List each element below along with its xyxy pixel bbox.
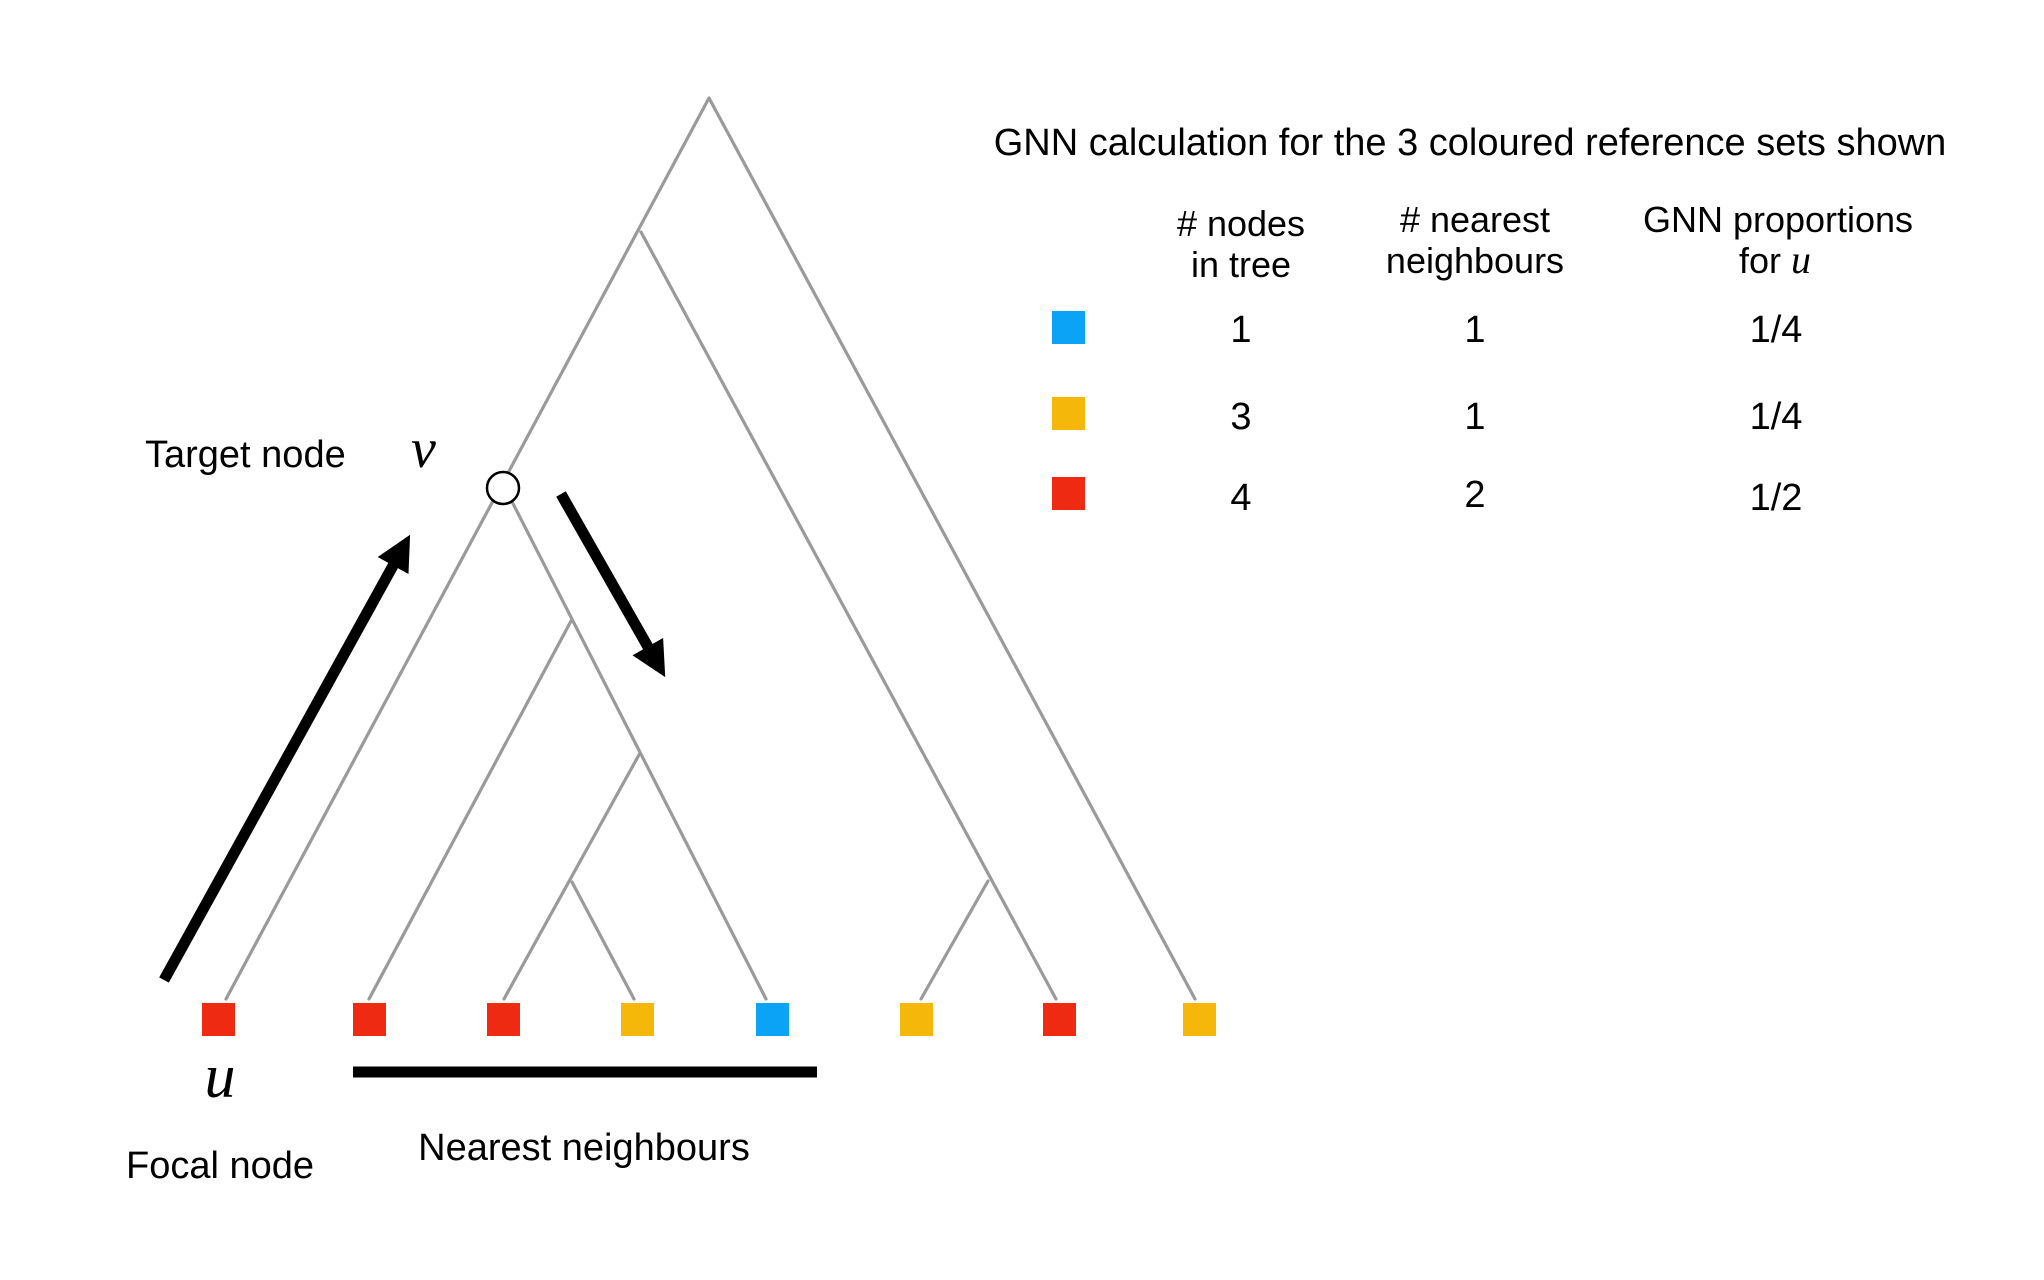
branch-n6-left — [919, 879, 990, 1001]
header-nodes-line2: in tree — [1191, 244, 1291, 285]
leaf-square — [353, 1003, 386, 1036]
row-swatch — [1052, 311, 1085, 344]
leaf-square — [756, 1003, 789, 1036]
branch-root-left — [224, 96, 711, 1001]
leaf-square — [487, 1003, 520, 1036]
leaf-square — [202, 1003, 235, 1036]
nearest-neighbours-label: Nearest neighbours — [418, 1127, 750, 1169]
branch-n5-right — [570, 880, 636, 1001]
cell-nearest-neighbours: 2 — [1464, 474, 1485, 516]
header-nodes-line1: # nodes — [1177, 203, 1305, 244]
header-gnn-symbol: u — [1791, 237, 1811, 282]
cell-gnn-proportion: 1/4 — [1750, 309, 1803, 351]
focal-node-symbol: u — [205, 1043, 236, 1111]
leaf-square — [1183, 1003, 1216, 1036]
branch-n1-right — [639, 230, 1058, 1001]
cell-nodes-in-tree: 1 — [1230, 309, 1251, 351]
branch-n3-left — [367, 619, 573, 1001]
header-gnn-line2: for — [1739, 240, 1781, 281]
cell-nodes-in-tree: 3 — [1230, 396, 1251, 438]
leaf-square — [621, 1003, 654, 1036]
target-node-symbol: v — [411, 418, 436, 480]
header-nearest-line1: # nearest — [1400, 199, 1550, 240]
cell-nodes-in-tree: 4 — [1230, 477, 1251, 519]
target-node-circle — [485, 470, 521, 506]
row-swatch — [1052, 477, 1085, 510]
leaf-square — [900, 1003, 933, 1036]
gnn-table: GNN calculation for the 3 coloured refer… — [994, 122, 1947, 519]
tree — [224, 96, 1197, 1001]
focal-node-label: Focal node — [126, 1145, 314, 1187]
header-gnn-line1: GNN proportions — [1643, 199, 1913, 240]
cell-gnn-proportion: 1/2 — [1750, 477, 1803, 519]
branch-root-right — [707, 96, 1197, 1001]
arrow-down-from-target — [556, 491, 666, 678]
cell-nearest-neighbours: 1 — [1464, 396, 1485, 438]
cell-nearest-neighbours: 1 — [1464, 309, 1485, 351]
table-title: GNN calculation for the 3 coloured refer… — [994, 122, 1947, 164]
arrow-up-to-target — [159, 534, 411, 983]
branch-v-right — [501, 482, 768, 1001]
branch-n4-left — [502, 751, 642, 1001]
cell-gnn-proportion: 1/4 — [1750, 396, 1803, 438]
header-nearest-line2: neighbours — [1386, 240, 1564, 281]
target-node-label: Target node — [145, 434, 346, 476]
leaf-square — [1043, 1003, 1076, 1036]
row-swatch — [1052, 397, 1085, 430]
leaves — [202, 1003, 1216, 1036]
